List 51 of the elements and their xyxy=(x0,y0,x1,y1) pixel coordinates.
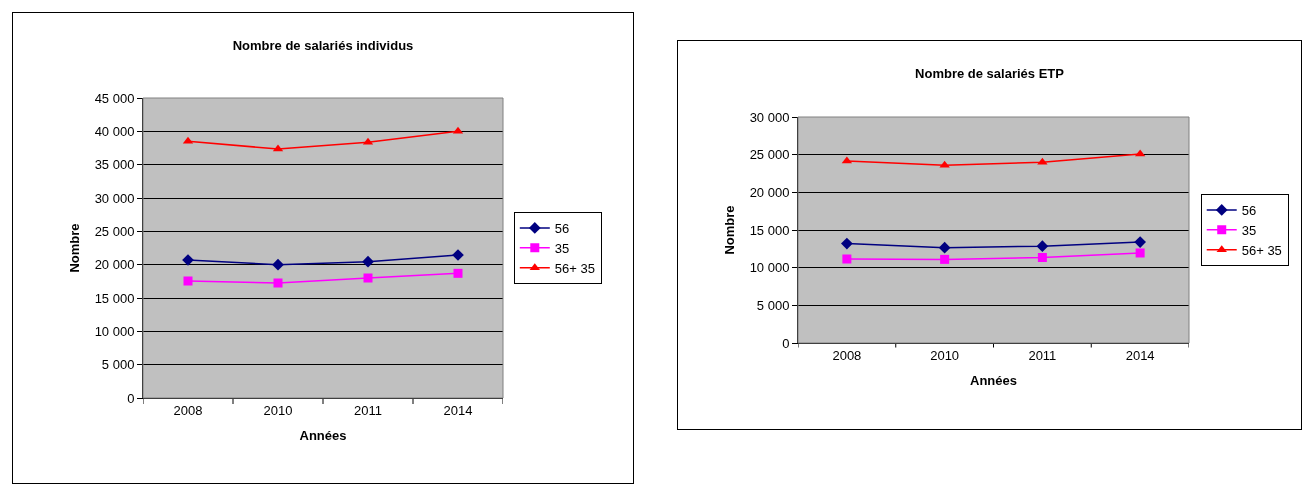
legend-label: 56 xyxy=(554,221,570,237)
point xyxy=(842,254,852,264)
y-tick-label: 30 000 xyxy=(94,190,135,206)
x-tick-label: 2014 xyxy=(443,402,473,418)
point xyxy=(272,258,284,271)
y-tick-label: 40 000 xyxy=(94,123,135,139)
x-tick-label: 2008 xyxy=(173,402,203,418)
legend-label: 35 xyxy=(1241,222,1257,238)
point xyxy=(1134,236,1146,248)
point xyxy=(1036,240,1049,253)
x-tick-label: 2014 xyxy=(1125,347,1155,363)
y-tick-label: 15 000 xyxy=(749,222,790,238)
y-tick-label: 25 000 xyxy=(749,147,790,163)
point xyxy=(362,255,374,268)
y-tick-label: 25 000 xyxy=(94,223,135,239)
legend-label: 35 xyxy=(554,240,570,256)
y-axis-title: Nombre xyxy=(721,205,737,255)
point xyxy=(453,268,463,278)
point xyxy=(940,254,950,264)
y-tick-label: 30 000 xyxy=(749,109,790,125)
point xyxy=(841,237,853,250)
point xyxy=(1135,248,1145,258)
y-axis-title: Nombre xyxy=(66,223,82,273)
y-tick-label: 0 xyxy=(127,390,135,406)
legend-label: 56+ 35 xyxy=(1241,242,1282,258)
legend-label: 56+ 35 xyxy=(554,260,595,276)
y-tick-label: 20 000 xyxy=(749,184,790,200)
chart-title: Nombre de salariés ETP xyxy=(915,66,1065,82)
point xyxy=(938,241,951,254)
x-tick-label: 2011 xyxy=(1028,347,1057,363)
x-tick-label: 2011 xyxy=(354,402,382,418)
x-axis-title: Années xyxy=(299,428,347,444)
chart-title: Nombre de salariés individus xyxy=(232,38,414,54)
x-tick-label: 2010 xyxy=(263,402,293,418)
point xyxy=(1037,253,1047,262)
y-tick-label: 10 000 xyxy=(749,260,790,276)
y-tick-label: 45 000 xyxy=(94,90,135,106)
x-axis-title: Années xyxy=(970,373,1017,389)
y-tick-label: 10 000 xyxy=(94,323,135,339)
point xyxy=(183,276,193,286)
legend-label: 56 xyxy=(1241,203,1257,219)
y-tick-label: 15 000 xyxy=(94,290,135,306)
x-tick-label: 2010 xyxy=(930,347,960,363)
y-tick-label: 35 000 xyxy=(94,157,135,173)
y-tick-label: 5 000 xyxy=(101,357,135,373)
y-tick-label: 5 000 xyxy=(756,297,790,313)
x-tick-label: 2008 xyxy=(832,347,862,363)
y-tick-label: 20 000 xyxy=(94,257,135,273)
point xyxy=(273,278,283,288)
y-tick-label: 0 xyxy=(782,335,790,351)
point xyxy=(363,273,373,283)
